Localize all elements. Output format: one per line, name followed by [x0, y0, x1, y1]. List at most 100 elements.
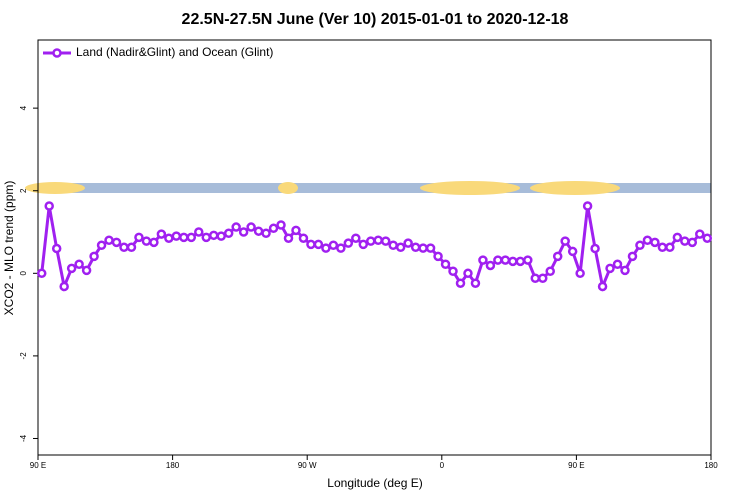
point	[171, 231, 182, 241]
x-tick-label: 90 E	[30, 461, 46, 470]
point	[313, 239, 324, 250]
point	[523, 255, 533, 265]
point	[179, 232, 189, 243]
point	[575, 268, 585, 279]
point	[620, 265, 630, 276]
point	[246, 222, 256, 232]
point	[642, 235, 653, 246]
legend-marker	[52, 48, 62, 58]
point	[515, 256, 526, 267]
point	[590, 243, 600, 254]
point	[605, 263, 615, 274]
x-tick-label: 0	[440, 461, 445, 470]
point	[201, 232, 211, 243]
point	[597, 281, 608, 292]
point	[208, 230, 219, 241]
land	[530, 181, 620, 195]
point	[194, 227, 204, 237]
point	[545, 266, 555, 276]
land	[420, 181, 520, 195]
point	[291, 225, 301, 236]
point	[321, 243, 331, 253]
point	[672, 232, 683, 243]
point	[552, 251, 563, 262]
y-tick-label: -2	[19, 352, 28, 360]
point	[36, 268, 47, 279]
point	[582, 201, 593, 211]
y-tick-label: 2	[19, 188, 28, 193]
point	[276, 220, 286, 230]
point	[418, 243, 428, 253]
point	[657, 242, 668, 253]
point	[81, 265, 92, 276]
point	[66, 263, 77, 274]
point	[216, 231, 226, 241]
point	[231, 222, 241, 232]
land	[278, 182, 298, 194]
point	[500, 255, 511, 265]
point	[635, 240, 645, 250]
point	[149, 237, 159, 248]
point	[665, 242, 675, 253]
x-axis-label: Longitude (deg E)	[327, 476, 422, 490]
point	[141, 236, 152, 246]
point	[403, 238, 413, 248]
point	[687, 237, 698, 248]
point	[650, 237, 660, 248]
x-tick-label: 90 W	[298, 461, 317, 470]
point	[111, 237, 122, 248]
x-tick-label: 180	[166, 461, 180, 470]
point	[702, 233, 713, 243]
point	[358, 239, 369, 250]
chart-title: 22.5N-27.5N June (Ver 10) 2015-01-01 to …	[182, 11, 569, 28]
x-tick-label: 180	[704, 461, 718, 470]
point	[156, 229, 167, 239]
point	[388, 240, 398, 250]
point	[104, 235, 114, 246]
point	[328, 240, 339, 250]
point	[425, 243, 436, 253]
point	[351, 233, 361, 243]
point	[261, 228, 271, 239]
point	[164, 233, 174, 243]
point	[433, 251, 443, 262]
point	[560, 236, 570, 246]
point	[186, 232, 197, 243]
point	[612, 259, 623, 269]
point	[627, 251, 638, 262]
point	[44, 201, 54, 211]
point	[89, 251, 99, 262]
point	[485, 260, 496, 271]
y-axis-label: XCO2 - MLO trend (ppm)	[2, 181, 16, 316]
point	[380, 236, 391, 246]
point	[448, 266, 458, 276]
point	[395, 242, 406, 253]
point	[343, 238, 354, 248]
point	[493, 255, 503, 265]
point	[366, 236, 376, 246]
point	[253, 226, 264, 236]
point	[508, 256, 518, 267]
point	[538, 273, 548, 284]
point	[373, 235, 383, 246]
point	[455, 278, 466, 288]
point	[478, 255, 488, 265]
point	[463, 268, 473, 279]
point	[119, 242, 129, 253]
point	[223, 228, 234, 239]
land	[25, 182, 85, 194]
point	[470, 278, 481, 288]
ocean-band	[38, 183, 711, 193]
point	[126, 242, 137, 253]
point	[268, 223, 279, 234]
point	[59, 281, 69, 292]
point	[96, 240, 107, 250]
point	[134, 232, 144, 243]
point	[695, 229, 705, 239]
point	[530, 273, 541, 284]
series-line	[40, 205, 708, 292]
y-tick-label: 0	[19, 271, 28, 276]
point	[410, 242, 421, 253]
legend-label: Land (Nadir&Glint) and Ocean (Glint)	[76, 45, 273, 59]
